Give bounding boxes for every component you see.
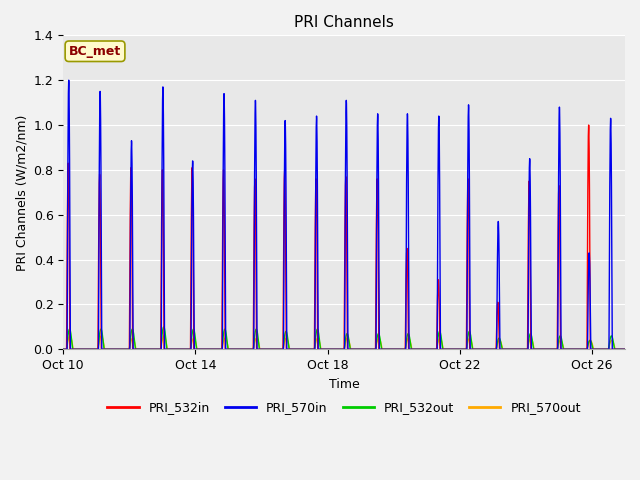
PRI_532in — [60, 347, 67, 352]
PRI_570out — [568, 347, 575, 352]
PRI_532in — [621, 347, 629, 352]
PRI_570in — [65, 77, 72, 83]
PRI_570out — [310, 347, 317, 352]
PRI_570out — [621, 347, 629, 352]
Legend: PRI_532in, PRI_570in, PRI_532out, PRI_570out: PRI_532in, PRI_570in, PRI_532out, PRI_57… — [102, 396, 586, 420]
PRI_570out — [314, 336, 322, 341]
PRI_570out — [66, 333, 74, 339]
PRI_570in — [621, 347, 629, 352]
PRI_570out — [295, 347, 303, 352]
PRI_570in — [295, 347, 303, 352]
PRI_570in — [60, 347, 67, 352]
PRI_532in — [310, 347, 317, 352]
PRI_570in — [310, 347, 317, 352]
PRI_532out — [160, 324, 168, 330]
X-axis label: Time: Time — [329, 378, 360, 391]
Text: BC_met: BC_met — [69, 45, 121, 58]
PRI_532out — [450, 347, 458, 352]
Line: PRI_532in: PRI_532in — [63, 125, 625, 349]
Line: PRI_570out: PRI_570out — [63, 336, 625, 349]
Title: PRI Channels: PRI Channels — [294, 15, 394, 30]
PRI_532out — [303, 347, 311, 352]
PRI_570out — [60, 347, 67, 352]
PRI_532out — [314, 329, 322, 335]
PRI_570in — [568, 347, 575, 352]
PRI_570out — [450, 347, 458, 352]
PRI_532in — [303, 347, 311, 352]
PRI_570out — [303, 347, 311, 352]
PRI_532in — [295, 347, 303, 352]
PRI_570in — [303, 347, 311, 352]
PRI_532in — [314, 347, 322, 352]
Line: PRI_532out: PRI_532out — [63, 327, 625, 349]
Y-axis label: PRI Channels (W/m2/nm): PRI Channels (W/m2/nm) — [15, 114, 28, 271]
PRI_532out — [60, 347, 67, 352]
PRI_532in — [568, 347, 575, 352]
PRI_570in — [450, 347, 458, 352]
PRI_532in — [585, 122, 593, 128]
Line: PRI_570in: PRI_570in — [63, 80, 625, 349]
PRI_532out — [310, 347, 317, 352]
PRI_532in — [449, 347, 457, 352]
PRI_570in — [314, 347, 322, 352]
PRI_532out — [621, 347, 629, 352]
PRI_532out — [568, 347, 575, 352]
PRI_532out — [295, 347, 303, 352]
